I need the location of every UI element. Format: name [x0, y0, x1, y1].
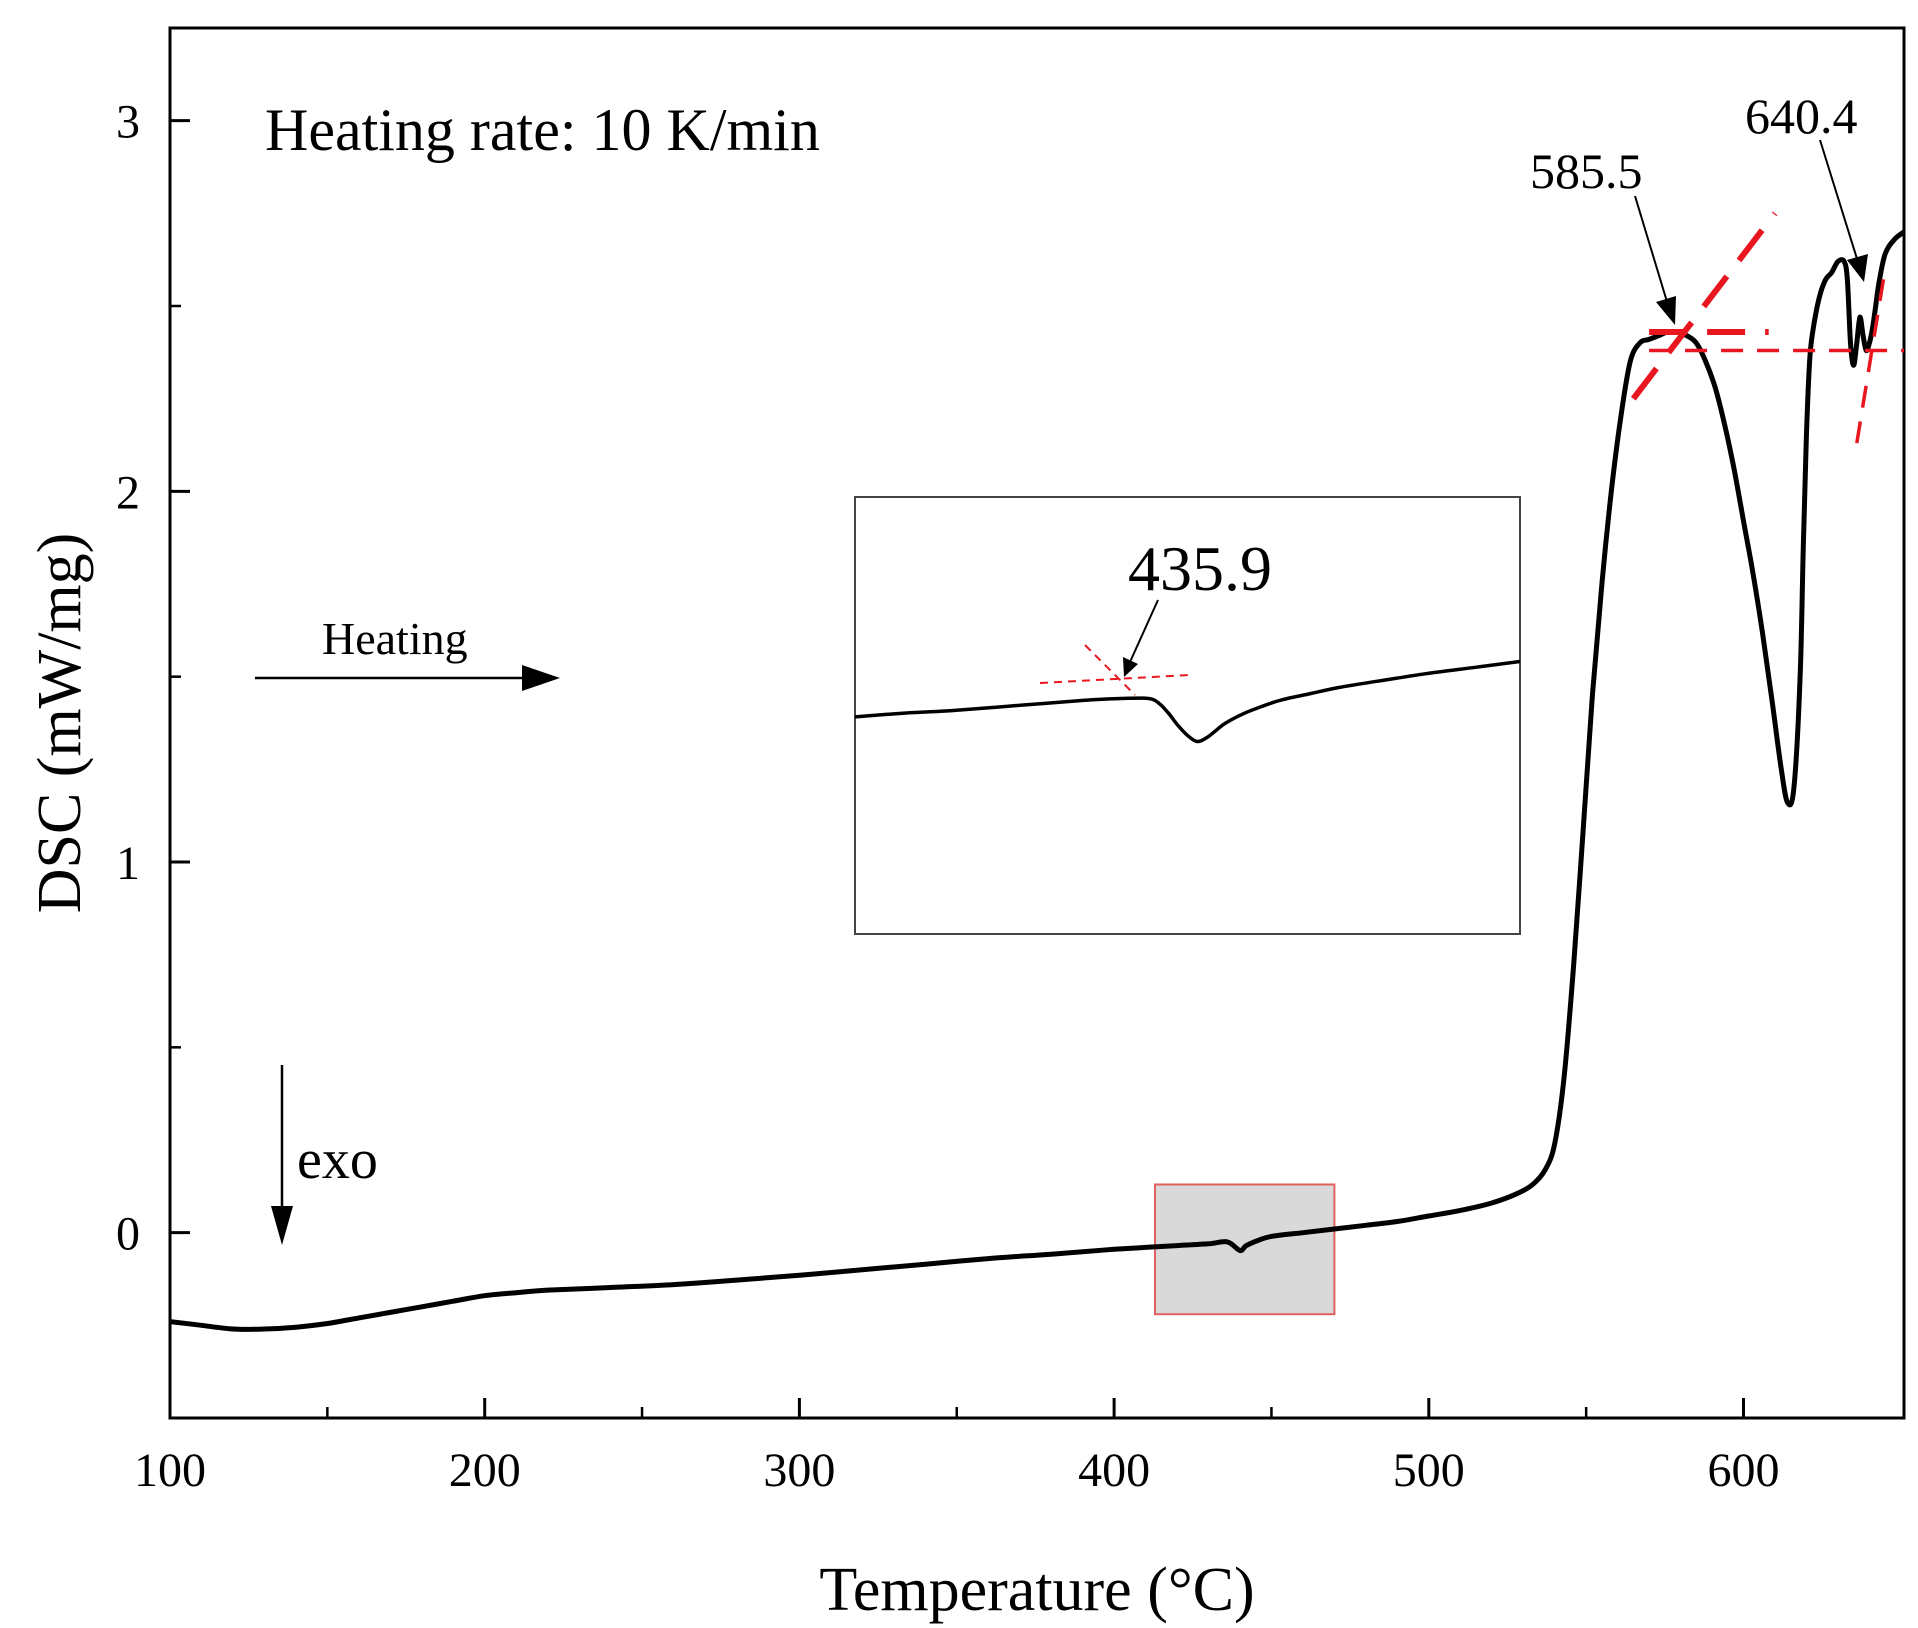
onset-435-label: 435.9	[1128, 533, 1272, 604]
heating-direction-label: Heating	[322, 613, 468, 664]
y-tick-label: 0	[116, 1208, 140, 1261]
y-tick-label: 2	[116, 466, 140, 519]
tangent-line-2	[1630, 211, 1778, 401]
y-axis-title: DSC (mW/mg)	[26, 533, 94, 914]
x-tick-label: 600	[1708, 1444, 1780, 1497]
x-tick-label: 200	[449, 1444, 521, 1497]
y-tick-label: 3	[116, 96, 140, 149]
exo-direction-arrow	[271, 1065, 293, 1245]
x-axis-title: Temperature (°C)	[819, 1556, 1254, 1624]
exo-direction-label: exo	[297, 1129, 378, 1191]
y-axis-ticks: 0 1 2 3	[116, 96, 190, 1420]
x-tick-label: 500	[1393, 1444, 1465, 1497]
x-axis-ticks: 100 200 300 400 500 600	[134, 1398, 1780, 1497]
x-tick-label: 300	[763, 1444, 835, 1497]
inset-frame	[854, 496, 1521, 935]
inset-tangent-1	[1039, 674, 1191, 684]
x-tick-label: 400	[1078, 1444, 1150, 1497]
inset-tangent-2	[1084, 644, 1136, 696]
peak-640-label: 640.4	[1745, 88, 1858, 144]
tangent-line-4	[1855, 268, 1887, 444]
onset-435-arrow	[1123, 599, 1159, 677]
tangent-lines	[1630, 211, 1904, 444]
peak-585-arrow	[1634, 195, 1676, 325]
inset-curve-line	[855, 659, 1520, 744]
dsc-curve-line	[170, 229, 1904, 1332]
x-tick-label: 100	[134, 1444, 206, 1497]
y-tick-label: 1	[116, 837, 140, 890]
plot-frame	[168, 26, 1906, 1420]
peak-640-arrow	[1819, 139, 1868, 282]
heating-rate-label: Heating rate: 10 K/min	[265, 97, 820, 163]
heating-direction-arrow	[255, 665, 560, 691]
peak-585-label: 585.5	[1530, 143, 1643, 199]
